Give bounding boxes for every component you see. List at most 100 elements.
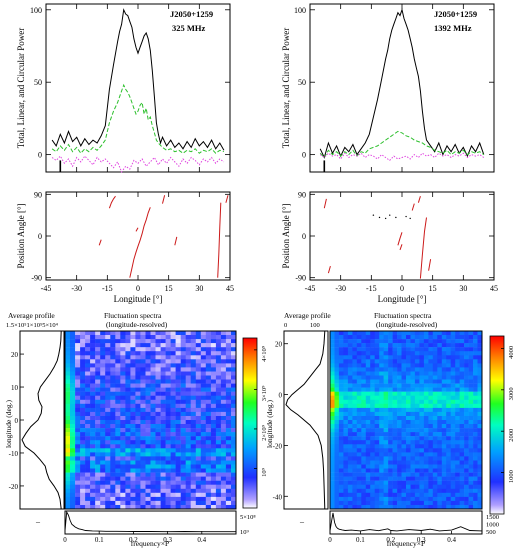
pa325-pa-segment <box>174 236 178 246</box>
fl-heat-cell <box>205 456 212 461</box>
fr-heat-cell <box>446 456 451 461</box>
fl-heat-cell <box>120 391 126 396</box>
fr-heat-cell <box>388 395 393 400</box>
p325-ytick-label: 100 <box>30 6 42 15</box>
fl-cbar-tick-label: 4×10⁹ <box>261 345 268 361</box>
fl-heat-cell <box>105 480 111 485</box>
fr-heat-cell <box>459 424 465 429</box>
fl-heat-cell <box>180 395 186 400</box>
fr-heat-cell <box>365 363 371 368</box>
fr-heat-cell <box>361 371 367 376</box>
fl-heat-cell <box>130 363 136 368</box>
fl-heat-cell <box>75 371 81 376</box>
fr-heat-cell <box>330 416 335 421</box>
fr-heat-cell <box>459 399 465 405</box>
fl-heat-cell <box>115 488 121 494</box>
fl-heat-cell <box>160 416 166 421</box>
fr-heat-cell <box>352 367 358 372</box>
fr-heat-cell <box>414 436 420 441</box>
fr-heat-cell <box>374 351 380 356</box>
fl-heat-cell <box>85 476 91 481</box>
fl-heat-cell <box>125 492 131 498</box>
fr-heat-cell <box>455 464 460 469</box>
fr-heat-cell <box>330 359 335 364</box>
fr-heat-cell <box>379 452 384 457</box>
fr-heat-cell <box>401 383 407 388</box>
fr-heat-cell <box>441 355 447 360</box>
fl-heat-cell <box>225 456 232 461</box>
fr-heat-cell <box>330 371 335 376</box>
fl-heat-cell <box>180 444 186 449</box>
fr-heat-cell <box>334 460 340 465</box>
fl-heat-cell <box>75 335 81 340</box>
fl-heat-cell <box>170 351 176 356</box>
fr-heat-cell <box>356 436 362 441</box>
fl-heat-cell <box>231 391 237 396</box>
fr-heat-cell <box>410 460 416 465</box>
fr-heat-cell <box>365 448 371 453</box>
fr-heat-cell <box>437 351 443 356</box>
fr-heat-cell <box>397 351 402 356</box>
fl-heat-cell <box>130 432 136 437</box>
fl-heat-cell <box>175 403 181 409</box>
fr-heat-cell <box>446 383 451 388</box>
fl-heat-cell <box>180 420 186 425</box>
fl-heat-cell <box>155 391 161 396</box>
fl-heat-cell <box>75 375 81 380</box>
fl-heat-cell <box>125 387 131 392</box>
fr-heat-cell <box>338 484 344 489</box>
fl-heat-cell <box>75 347 81 352</box>
fr-heat-cell <box>446 476 451 481</box>
fluct-left-summary-frame <box>64 510 237 535</box>
fr-heat-cell <box>356 428 362 433</box>
fr-heat-cell <box>334 484 340 489</box>
fl-heat-cell <box>220 367 227 372</box>
fr-heat-cell <box>370 383 375 388</box>
fluct-right-colorbar <box>489 335 505 515</box>
fl-heat-cell <box>140 363 146 368</box>
fl-heat-cell <box>90 371 96 376</box>
fr-heat-cell <box>414 367 420 372</box>
fr-heat-cell <box>392 488 398 494</box>
fl-heat-cell <box>231 359 237 364</box>
fl-heat-cell <box>215 448 222 453</box>
fl-heat-cell <box>185 432 191 437</box>
fr-heat-cell <box>459 476 465 481</box>
fr-heat-cell <box>437 403 443 409</box>
fl-heat-cell <box>105 448 111 453</box>
pa-ylabel-left: Position Angle [°] <box>16 203 26 268</box>
fl-heat-cell <box>85 505 91 510</box>
fr-heat-cell <box>374 367 380 372</box>
fl-heat-cell <box>231 371 237 376</box>
pa325-xtick-label: 30 <box>195 284 203 293</box>
fl-heat-cell <box>205 383 212 388</box>
fl-heat-cell <box>205 399 212 405</box>
fr-heat-cell <box>392 407 398 413</box>
fl-heat-cell <box>175 371 181 376</box>
fl-heat-cell <box>155 383 161 388</box>
fr-heat-cell <box>432 335 438 340</box>
fl-heat-cell <box>135 444 141 449</box>
fl-heat-cell <box>215 480 222 485</box>
fr-heat-cell <box>432 480 438 485</box>
fl-heat-cell <box>135 387 141 392</box>
fr-heat-cell <box>410 335 416 340</box>
fl-heat-cell <box>205 496 212 502</box>
fr-heat-cell <box>446 444 451 449</box>
fl-heat-cell <box>130 424 136 429</box>
fl-heat-cell <box>140 339 146 344</box>
fl-heat-cell <box>205 424 212 429</box>
fl-heat-cell <box>180 387 186 392</box>
fr-heat-cell <box>437 335 443 340</box>
fr-heat-cell <box>432 359 438 364</box>
fl-heat-cell <box>150 367 156 372</box>
fr-heat-cell <box>347 335 353 340</box>
fl-heat-cell <box>140 440 146 445</box>
fl-heat-cell <box>190 399 196 405</box>
fr-heat-cell <box>379 379 384 384</box>
fr-heat-cell <box>374 424 380 429</box>
fl-heat-cell <box>85 335 91 340</box>
fr-heat-cell <box>459 355 465 360</box>
fl-heat-cell <box>115 452 121 457</box>
